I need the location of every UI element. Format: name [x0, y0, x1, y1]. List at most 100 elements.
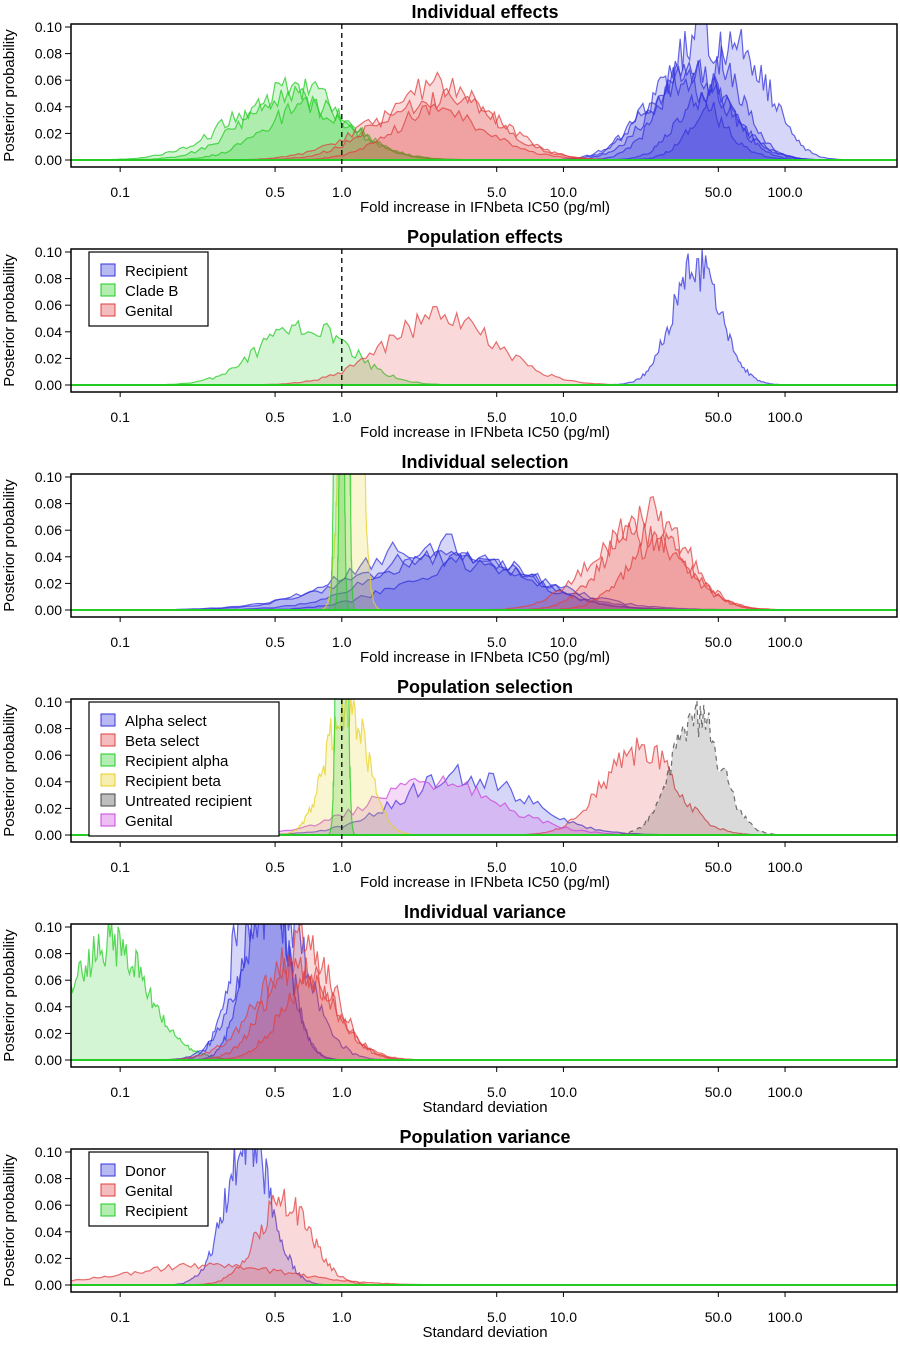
series-area: [119, 924, 431, 1060]
legend: Recipient Clade B Genital: [88, 251, 209, 327]
series-area: [83, 320, 527, 385]
y-tick-label: 0.08: [35, 46, 62, 62]
x-tick-label: 5.0: [487, 859, 507, 875]
y-tick-label: 0.04: [35, 774, 62, 790]
y-tick-label: 0.08: [35, 496, 62, 512]
plot-frame: [70, 1148, 898, 1293]
y-tick-label: 0.02: [35, 350, 62, 366]
series-area: [71, 924, 299, 1060]
x-tick-label: 0.5: [265, 1084, 285, 1100]
x-tick-label: 100.0: [768, 634, 803, 650]
x-tick-label: 1.0: [332, 1309, 352, 1325]
panel-6: Population variance 0.00 0.02 0.04 0.06 0.08 0…: [1, 1127, 898, 1341]
y-tick-label: 0.04: [35, 999, 62, 1015]
series-area: [171, 72, 704, 160]
panel-title: Population selection: [397, 677, 573, 697]
panel-title: Individual effects: [411, 2, 558, 22]
series-group: [71, 474, 888, 611]
x-tick-label: 50.0: [705, 184, 732, 200]
x-tick-label: 0.1: [110, 634, 130, 650]
legend-swatch: [100, 773, 116, 787]
legend-swatch: [100, 713, 116, 727]
panel-4: Population selection 0.00 0.02 0.04 0.06 0.08…: [1, 677, 898, 891]
legend-swatch: [100, 813, 116, 827]
y-axis-label: Posterior probability: [1, 29, 18, 162]
legend-label: Genital: [125, 813, 173, 830]
panel-2: Population effects 0.00 0.02 0.04 0.06 0.08 0.…: [1, 227, 898, 441]
x-tick-label: 0.5: [265, 184, 285, 200]
legend-label: Genital: [125, 303, 173, 320]
x-tick-label: 0.5: [265, 859, 285, 875]
series-area: [101, 776, 767, 835]
series-line: [325, 474, 353, 611]
x-axis-label: Standard deviation: [422, 1099, 547, 1116]
y-tick-label: 0.00: [35, 377, 62, 393]
panel-title: Individual variance: [404, 902, 566, 922]
x-axis-label: Fold increase in IFNbeta IC50 (pg/ml): [360, 874, 610, 891]
x-axis-label: Fold increase in IFNbeta IC50 (pg/ml): [360, 199, 610, 216]
series-area: [71, 86, 562, 160]
series-area: [88, 97, 532, 160]
series-area: [137, 1149, 360, 1285]
series-area: [137, 554, 803, 610]
y-tick-label: 0.02: [35, 575, 62, 591]
x-tick-label: 1.0: [332, 409, 352, 425]
y-tick-label: 0.10: [35, 469, 62, 485]
x-axis-label: Fold increase in IFNbeta IC50 (pg/ml): [360, 649, 610, 666]
plot-frame: [70, 698, 898, 843]
x-tick-label: 50.0: [705, 1309, 732, 1325]
legend-label: Recipient: [125, 263, 188, 280]
y-tick-label: 0.00: [35, 827, 62, 843]
series-area: [146, 924, 457, 1060]
x-tick-label: 100.0: [768, 1309, 803, 1325]
y-tick-label: 0.10: [35, 19, 62, 35]
legend-label: Clade B: [125, 283, 178, 300]
y-tick-label: 0.10: [35, 919, 62, 935]
legend: Donor Genital Recipient: [88, 1151, 209, 1227]
plot-frame: [70, 248, 898, 393]
y-tick-label: 0.00: [35, 152, 62, 168]
x-tick-label: 100.0: [768, 1084, 803, 1100]
legend-swatch: [100, 1203, 116, 1217]
legend-label: Recipient alpha: [125, 753, 229, 770]
series-area: [166, 966, 455, 1060]
x-tick-label: 0.1: [110, 1309, 130, 1325]
x-tick-label: 0.1: [110, 409, 130, 425]
y-axis-label: Posterior probability: [1, 254, 18, 387]
series-line: [331, 474, 358, 611]
series-area: [503, 60, 881, 160]
series-area: [71, 77, 540, 160]
x-tick-label: 0.5: [265, 634, 285, 650]
series-area: [152, 764, 773, 835]
plot-frame: [70, 23, 898, 168]
x-tick-label: 0.1: [110, 184, 130, 200]
legend-label: Alpha select: [125, 713, 208, 730]
legend-box: [88, 701, 280, 837]
y-tick-label: 0.08: [35, 946, 62, 962]
legend-swatch: [100, 793, 116, 807]
y-tick-label: 0.06: [35, 72, 62, 88]
y-tick-label: 0.08: [35, 1171, 62, 1187]
plot-frame: [70, 473, 898, 618]
series-line: [325, 699, 359, 836]
series-area: [575, 249, 819, 385]
series-area: [487, 60, 887, 160]
legend-label: Donor: [125, 1163, 166, 1180]
y-tick-label: 0.06: [35, 747, 62, 763]
x-tick-label: 50.0: [705, 409, 732, 425]
legend-label: Recipient beta: [125, 773, 222, 790]
panel-1: Individual effects 0.00 0.02 0.04 0.06 0.08 0.…: [1, 2, 898, 216]
x-tick-label: 100.0: [768, 184, 803, 200]
x-tick-label: 5.0: [487, 409, 507, 425]
legend-swatch: [100, 733, 116, 747]
series-area: [501, 67, 856, 160]
y-tick-label: 0.10: [35, 1144, 62, 1160]
y-tick-label: 0.08: [35, 271, 62, 287]
series-area: [104, 957, 481, 1060]
x-tick-label: 100.0: [768, 409, 803, 425]
series-line: [312, 474, 390, 611]
y-tick-label: 0.04: [35, 1224, 62, 1240]
series-area: [71, 534, 822, 610]
legend-swatch: [100, 263, 116, 277]
y-tick-label: 0.06: [35, 1197, 62, 1213]
